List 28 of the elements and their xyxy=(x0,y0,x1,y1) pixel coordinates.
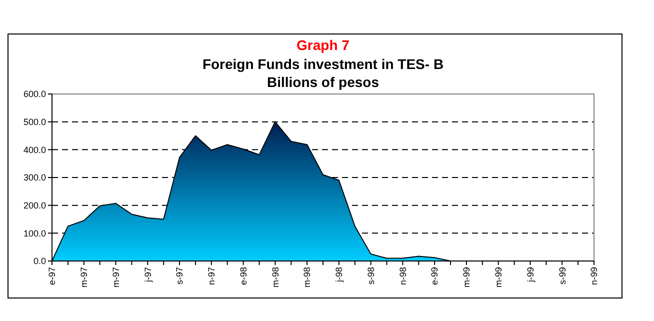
y-tick-label: 500.0 xyxy=(23,116,46,127)
x-tick-label: e-97 xyxy=(47,267,58,286)
x-tick-label: j-97 xyxy=(142,267,153,284)
x-tick-label: n-98 xyxy=(398,267,408,286)
y-tick-label: 100.0 xyxy=(23,228,46,238)
x-tick-label: s-98 xyxy=(366,267,376,285)
y-tick-label: 600.0 xyxy=(23,89,46,100)
x-tick-label: e-98 xyxy=(238,267,248,286)
x-tick-label: m-97 xyxy=(110,267,121,288)
chart-title: Graph 7 xyxy=(296,37,350,53)
x-tick-label: n-97 xyxy=(206,267,217,286)
y-tick-label: 0.0 xyxy=(33,256,46,266)
x-tick-label: s-97 xyxy=(174,267,185,285)
x-tick-label: m-99 xyxy=(462,267,472,288)
chart-subtitle: Foreign Funds investment in TES- B xyxy=(202,56,444,72)
x-tick-label: j-99 xyxy=(525,267,536,284)
x-tick-label: e-99 xyxy=(430,267,440,286)
x-tick-label: m-99 xyxy=(494,267,504,288)
x-tick-label: m-98 xyxy=(270,267,280,288)
y-axis-title: Billions of pesos xyxy=(266,74,380,90)
x-tick-label: m-98 xyxy=(302,267,312,288)
y-tick-label: 200.0 xyxy=(23,200,46,210)
y-tick-label: 400.0 xyxy=(23,144,46,155)
x-tick-label: n-99 xyxy=(589,267,600,286)
x-tick-label: j-98 xyxy=(334,267,344,284)
x-tick-label: m-97 xyxy=(79,267,90,288)
x-tick-label: s-99 xyxy=(557,267,568,285)
y-tick-label: 300.0 xyxy=(23,172,46,183)
